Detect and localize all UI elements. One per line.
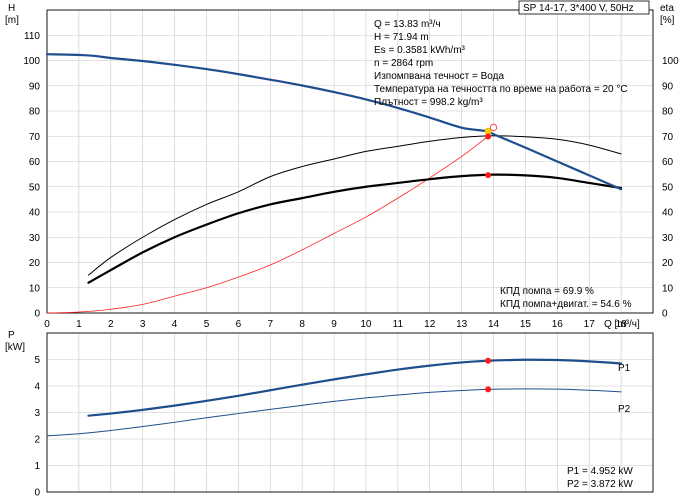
flow-tick-label: 3 bbox=[140, 319, 146, 330]
flow-tick-label: 5 bbox=[204, 319, 210, 330]
eta-tick-label: 90 bbox=[662, 81, 674, 92]
head-y-ticks: 0 10 20 30 40 50 60 70 80 90 100 110 bbox=[23, 31, 40, 320]
head-axis-label-line2: [m] bbox=[5, 15, 19, 26]
head-tick-label: 110 bbox=[24, 31, 40, 42]
flow-tick-label: 16 bbox=[552, 319, 564, 330]
pump-label-box bbox=[518, 0, 650, 15]
head-axis-label-line1: H bbox=[8, 3, 15, 14]
p2-note: P2 = 3.872 kW bbox=[567, 479, 633, 490]
flow-tick-label: 9 bbox=[331, 319, 337, 330]
head-tick-label: 10 bbox=[29, 283, 41, 294]
p2-legend-label: P2 bbox=[618, 404, 631, 415]
duty-point-hollow-marker bbox=[489, 123, 498, 132]
flow-tick-label: 17 bbox=[584, 319, 596, 330]
flow-tick-label: 18 bbox=[616, 319, 628, 330]
duty-point-eta-total-marker bbox=[485, 172, 492, 179]
info-line-n: n = 2864 rpm bbox=[374, 58, 433, 69]
flow-x-ticks: 0 1 2 3 4 5 6 7 8 9 10 11 12 13 14 15 16 17 18 bbox=[44, 319, 627, 330]
info-line-temperature: Температура на течността по време на раб… bbox=[374, 83, 628, 95]
power-chart-curves bbox=[46, 358, 623, 437]
head-chart-frame bbox=[46, 9, 654, 314]
curve-eta-pump bbox=[87, 135, 622, 276]
head-tick-label: 50 bbox=[29, 182, 41, 193]
eta-y-ticks: 0 10 20 30 40 50 60 70 80 90 100 bbox=[662, 56, 679, 320]
power-axis-label-line1: P bbox=[8, 330, 15, 341]
head-tick-label: 0 bbox=[34, 309, 40, 320]
curve-p2 bbox=[46, 388, 622, 437]
info-line-h: H = 71.94 m bbox=[374, 32, 429, 43]
power-chart-frame bbox=[46, 332, 654, 493]
head-tick-label: 60 bbox=[29, 157, 41, 168]
info-line-q: Q = 13.83 m³/ч bbox=[374, 19, 441, 30]
head-chart-curves bbox=[45, 53, 623, 314]
power-tick-label: 1 bbox=[34, 461, 40, 472]
eta-axis-label-line2: [%] bbox=[660, 15, 675, 26]
eta-tick-label: 10 bbox=[662, 283, 674, 294]
info-line-es: Es = 0.3581 kWh/m³ bbox=[374, 45, 466, 56]
eta-axis-label-line1: eta bbox=[660, 3, 674, 14]
curve-h bbox=[45, 53, 623, 191]
power-tick-label: 5 bbox=[34, 355, 40, 366]
head-tick-label: 70 bbox=[29, 132, 41, 143]
flow-tick-label: 7 bbox=[267, 319, 273, 330]
eta-tick-label: 0 bbox=[662, 309, 668, 320]
flow-tick-label: 8 bbox=[299, 319, 305, 330]
power-tick-label: 3 bbox=[34, 408, 40, 419]
head-tick-label: 80 bbox=[29, 107, 41, 118]
eta-total-note: КПД помпа+двигат. = 54.6 % bbox=[500, 299, 632, 310]
flow-tick-label: 14 bbox=[488, 319, 500, 330]
head-chart-grid bbox=[46, 10, 653, 314]
p1-note: P1 = 4.952 kW bbox=[567, 466, 633, 477]
info-line-density: Плътност = 998.2 kg/m³ bbox=[374, 97, 483, 108]
duty-point-eta-pump-marker bbox=[485, 133, 492, 140]
duty-point-p2-marker bbox=[485, 386, 492, 393]
head-tick-label: 30 bbox=[29, 233, 41, 244]
curve-eta-total bbox=[87, 173, 623, 284]
eta-tick-label: 100 bbox=[662, 56, 679, 67]
flow-tick-label: 4 bbox=[172, 319, 178, 330]
power-tick-label: 4 bbox=[34, 382, 40, 393]
p1-legend-label: P1 bbox=[618, 363, 631, 374]
eta-tick-label: 80 bbox=[662, 107, 674, 118]
flow-tick-label: 1 bbox=[76, 319, 82, 330]
flow-tick-label: 13 bbox=[456, 319, 468, 330]
eta-tick-label: 50 bbox=[662, 182, 674, 193]
eta-tick-label: 70 bbox=[662, 132, 674, 143]
head-tick-label: 100 bbox=[23, 56, 40, 67]
flow-axis-label: Q [m³/ч] bbox=[604, 319, 640, 330]
power-tick-label: 0 bbox=[34, 488, 40, 499]
curve-system bbox=[46, 135, 489, 314]
head-tick-label: 20 bbox=[29, 258, 41, 269]
flow-tick-label: 12 bbox=[424, 319, 436, 330]
power-chart-grid bbox=[46, 333, 653, 493]
head-tick-label: 40 bbox=[29, 208, 41, 219]
eta-tick-label: 20 bbox=[662, 258, 674, 269]
power-tick-label: 2 bbox=[34, 435, 40, 446]
power-axis-label-line2: [kW] bbox=[5, 342, 25, 353]
head-tick-label: 90 bbox=[29, 81, 41, 92]
info-line-liquid: Изпомпвана течност = Вода bbox=[374, 71, 504, 82]
eta-tick-label: 40 bbox=[662, 208, 674, 219]
flow-tick-label: 10 bbox=[360, 319, 372, 330]
power-y-ticks: 0 1 2 3 4 5 bbox=[34, 355, 40, 499]
flow-tick-label: 15 bbox=[520, 319, 532, 330]
operating-point-markers bbox=[484, 123, 498, 393]
flow-tick-label: 11 bbox=[393, 319, 404, 330]
eta-tick-label: 60 bbox=[662, 157, 674, 168]
eta-tick-label: 30 bbox=[662, 233, 674, 244]
pump-label: SP 14-17, 3*400 V, 50Hz bbox=[523, 3, 634, 14]
flow-tick-label: 0 bbox=[44, 319, 50, 330]
flow-tick-label: 6 bbox=[236, 319, 242, 330]
operating-info: Q = 13.83 m³/ч H = 71.94 m Es = 0.3581 k… bbox=[374, 19, 628, 108]
flow-tick-label: 2 bbox=[108, 319, 114, 330]
duty-point-p1-marker bbox=[485, 357, 492, 364]
curve-p1 bbox=[87, 358, 623, 417]
eta-pump-note: КПД помпа = 69.9 % bbox=[500, 286, 594, 297]
